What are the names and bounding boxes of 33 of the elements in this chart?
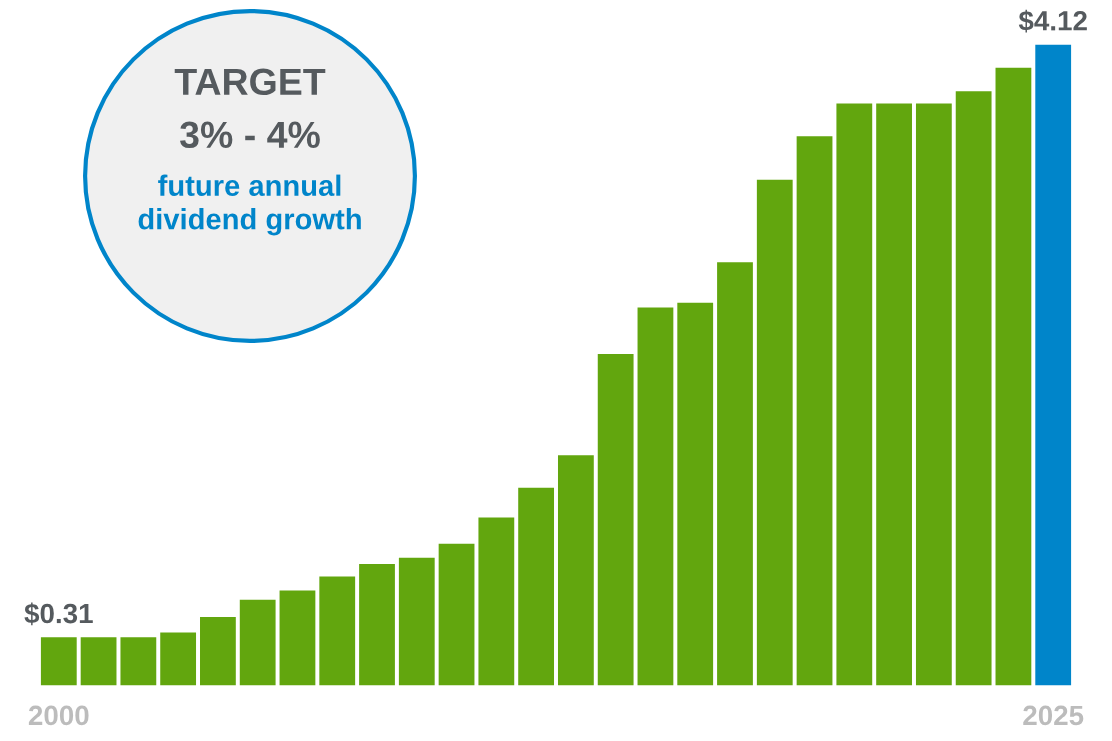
bar [597,354,634,686]
bar [438,543,475,686]
data-label: $0.31 [24,602,93,626]
bar [557,455,594,686]
bar [796,136,833,686]
bar [955,91,992,686]
bar [319,576,356,686]
annotation: TARGET [174,68,326,96]
bar [518,487,555,686]
bar [876,103,912,686]
x-tick-label: 2000 [28,705,89,726]
data-label: $4.12 [1018,9,1087,33]
annotation: 3% - 4% [180,121,320,149]
bar [677,302,714,686]
bar [160,632,197,686]
bar [478,517,515,686]
bar [359,564,395,686]
annotation: future annual dividend growth [138,174,361,236]
bar [398,557,435,686]
bar [80,637,117,686]
bar [756,179,793,686]
bar [279,590,316,686]
bar [637,307,674,686]
bar [836,103,873,686]
bar [239,599,276,686]
bar [120,637,157,686]
bar [40,637,77,686]
x-tick-label: 2025 [1023,705,1084,726]
bar [200,616,236,686]
bar [915,103,952,686]
bar [1035,44,1072,686]
bar [717,262,753,686]
bar [995,67,1032,686]
